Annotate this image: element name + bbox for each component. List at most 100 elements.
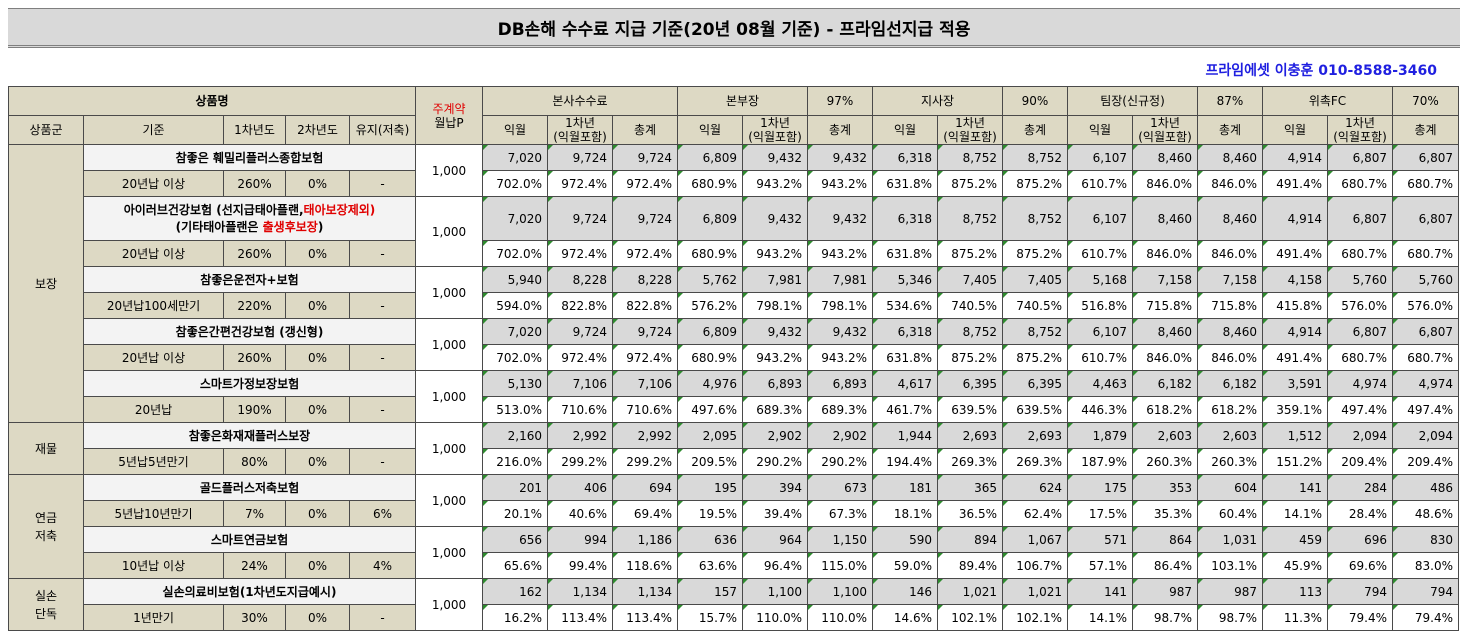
- commission-rate: 290.2%: [742, 448, 808, 475]
- header-subcolumn: 익월: [872, 115, 938, 145]
- header-subcolumn: 총계: [807, 115, 873, 145]
- maintenance-rate: -: [349, 170, 416, 197]
- commission-rate: 60.4%: [1197, 500, 1263, 527]
- commission-rate: 260.3%: [1132, 448, 1198, 475]
- commission-rate: 680.9%: [677, 170, 743, 197]
- commission-amount: 9,432: [742, 318, 808, 345]
- commission-rate: 689.3%: [807, 396, 873, 423]
- payment-basis: 10년납 이상: [83, 552, 224, 579]
- commission-amount: 1,100: [807, 578, 873, 605]
- commission-rate: 98.7%: [1132, 604, 1198, 631]
- commission-amount: 6,893: [742, 370, 808, 397]
- commission-amount: 830: [1392, 526, 1459, 553]
- commission-rate: 610.7%: [1067, 344, 1133, 371]
- commission-amount: 590: [872, 526, 938, 553]
- header-section: 본부장: [677, 86, 808, 116]
- commission-amount: 9,724: [547, 144, 613, 171]
- commission-amount: 1,021: [937, 578, 1003, 605]
- commission-rate: 216.0%: [482, 448, 548, 475]
- commission-amount: 6,807: [1327, 144, 1393, 171]
- commission-amount: 175: [1067, 474, 1133, 501]
- commission-rate: 875.2%: [937, 170, 1003, 197]
- commission-amount: 964: [742, 526, 808, 553]
- commission-amount: 7,158: [1132, 266, 1198, 293]
- second-year-rate: 0%: [285, 552, 350, 579]
- commission-amount: 201: [482, 474, 548, 501]
- commission-amount: 9,432: [742, 144, 808, 171]
- monthly-premium-value: 1,000: [415, 526, 483, 579]
- commission-rate: 187.9%: [1067, 448, 1133, 475]
- commission-rate: 618.2%: [1132, 396, 1198, 423]
- commission-amount: 4,463: [1067, 370, 1133, 397]
- commission-rate: 96.4%: [742, 552, 808, 579]
- commission-rate: 359.1%: [1262, 396, 1328, 423]
- first-year-rate: 260%: [223, 344, 286, 371]
- commission-rate: 875.2%: [1002, 240, 1068, 267]
- commission-rate: 689.3%: [742, 396, 808, 423]
- commission-rate: 576.2%: [677, 292, 743, 319]
- commission-amount: 8,460: [1132, 196, 1198, 241]
- commission-rate: 209.4%: [1327, 448, 1393, 475]
- commission-amount: 987: [1132, 578, 1198, 605]
- commission-rate: 415.8%: [1262, 292, 1328, 319]
- commission-amount: 987: [1197, 578, 1263, 605]
- header-subcolumn: 1차년 (익월포함): [1132, 115, 1198, 145]
- commission-amount: 6,182: [1132, 370, 1198, 397]
- commission-amount: 694: [612, 474, 678, 501]
- payment-basis: 1년만기: [83, 604, 224, 631]
- product-group: 보장: [8, 144, 84, 423]
- commission-rate: 89.4%: [937, 552, 1003, 579]
- monthly-premium-value: 1,000: [415, 144, 483, 197]
- commission-amount: 9,724: [547, 318, 613, 345]
- commission-amount: 7,020: [482, 318, 548, 345]
- commission-rate: 680.9%: [677, 344, 743, 371]
- commission-rate: 39.4%: [742, 500, 808, 527]
- commission-amount: 673: [807, 474, 873, 501]
- commission-rate: 19.5%: [677, 500, 743, 527]
- commission-amount: 2,902: [807, 422, 873, 449]
- commission-amount: 365: [937, 474, 1003, 501]
- commission-rate: 69.4%: [612, 500, 678, 527]
- commission-rate: 11.3%: [1262, 604, 1328, 631]
- commission-amount: 4,974: [1392, 370, 1459, 397]
- monthly-premium-value: 1,000: [415, 196, 483, 267]
- commission-rate: 875.2%: [1002, 344, 1068, 371]
- commission-rate: 846.0%: [1197, 344, 1263, 371]
- commission-amount: 157: [677, 578, 743, 605]
- commission-rate: 943.2%: [807, 344, 873, 371]
- payment-basis: 20년납 이상: [83, 170, 224, 197]
- commission-rate: 680.7%: [1327, 240, 1393, 267]
- commission-amount: 284: [1327, 474, 1393, 501]
- commission-amount: 2,603: [1132, 422, 1198, 449]
- commission-amount: 624: [1002, 474, 1068, 501]
- commission-rate: 98.7%: [1197, 604, 1263, 631]
- first-year-rate: 7%: [223, 500, 286, 527]
- commission-rate: 113.4%: [547, 604, 613, 631]
- commission-rate: 16.2%: [482, 604, 548, 631]
- commission-rate: 461.7%: [872, 396, 938, 423]
- commission-amount: 5,762: [677, 266, 743, 293]
- commission-amount: 9,432: [807, 318, 873, 345]
- commission-rate: 491.4%: [1262, 240, 1328, 267]
- commission-amount: 6,318: [872, 144, 938, 171]
- commission-amount: 7,106: [612, 370, 678, 397]
- commission-amount: 8,460: [1132, 144, 1198, 171]
- commission-amount: 195: [677, 474, 743, 501]
- commission-amount: 2,603: [1197, 422, 1263, 449]
- header-section-rate: 70%: [1392, 86, 1459, 116]
- monthly-premium-value: 1,000: [415, 422, 483, 475]
- commission-rate: 972.4%: [612, 344, 678, 371]
- commission-amount: 2,095: [677, 422, 743, 449]
- commission-amount: 8,752: [937, 318, 1003, 345]
- commission-rate: 702.0%: [482, 170, 548, 197]
- commission-amount: 5,760: [1392, 266, 1459, 293]
- commission-rate: 740.5%: [1002, 292, 1068, 319]
- commission-rate: 822.8%: [547, 292, 613, 319]
- header-section: 팀장(신규정): [1067, 86, 1198, 116]
- commission-amount: 146: [872, 578, 938, 605]
- commission-amount: 6,807: [1392, 318, 1459, 345]
- commission-rate: 48.6%: [1392, 500, 1459, 527]
- commission-amount: 604: [1197, 474, 1263, 501]
- commission-amount: 696: [1327, 526, 1393, 553]
- maintenance-rate: -: [349, 396, 416, 423]
